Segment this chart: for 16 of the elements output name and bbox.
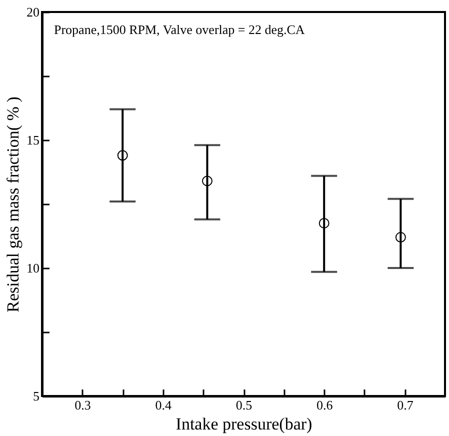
x-axis-title: Intake pressure(bar) [176, 414, 312, 434]
y-tick-label: 20 [26, 4, 40, 20]
annotation: Propane,1500 RPM, Valve overlap = 22 deg.CA [54, 22, 306, 37]
point [395, 232, 406, 243]
y-tick-label: 5 [33, 388, 40, 404]
point [117, 150, 128, 161]
x-tick-label: 0.6 [316, 398, 334, 412]
x-tick-label: 0.4 [155, 398, 172, 412]
x-tick-label: 0.7 [397, 398, 414, 412]
x-tick-label: 0.3 [74, 398, 91, 412]
y-axis-title: Residual gas mass fraction( % ) [4, 96, 22, 312]
x-tick-label: 0.5 [236, 398, 252, 412]
y-tick-label: 15 [26, 132, 40, 148]
y-tick-label: 10 [26, 260, 40, 276]
point [318, 218, 330, 228]
point [202, 176, 212, 186]
